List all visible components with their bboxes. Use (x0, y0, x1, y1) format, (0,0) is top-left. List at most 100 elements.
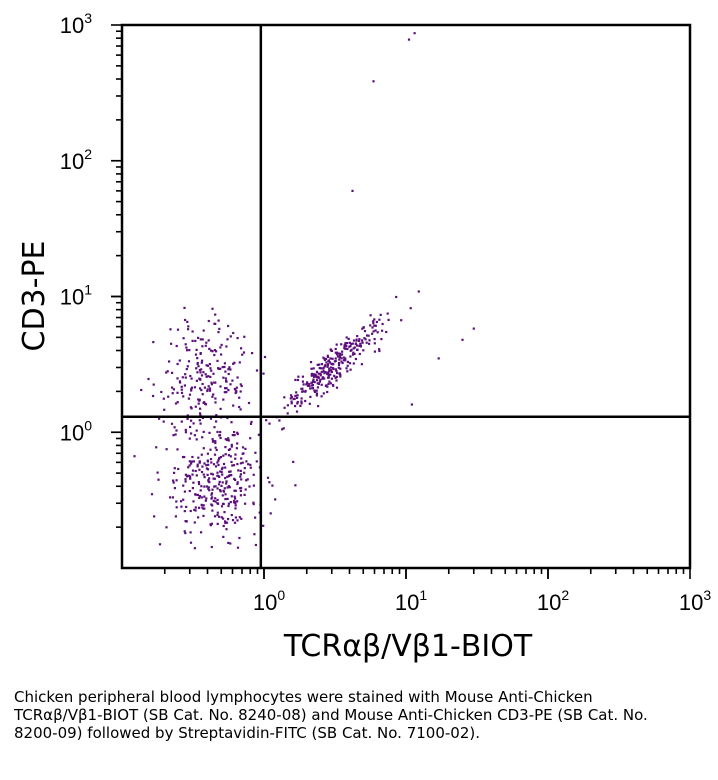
data-point (372, 320, 375, 323)
data-point (238, 516, 241, 519)
data-point (185, 346, 188, 349)
data-point (335, 351, 339, 354)
data-point (323, 365, 326, 368)
data-point (180, 420, 183, 423)
data-point (331, 357, 334, 360)
data-point (192, 422, 195, 425)
data-point (233, 477, 236, 480)
data-point (208, 389, 212, 392)
data-point (214, 313, 217, 316)
data-point (192, 460, 195, 463)
data-point (343, 346, 346, 349)
data-point (247, 463, 250, 466)
data-point (317, 382, 320, 385)
data-point (174, 515, 177, 518)
data-point (201, 393, 204, 396)
data-point (346, 360, 349, 363)
data-point (192, 481, 195, 484)
data-point (318, 363, 321, 366)
data-point (206, 389, 209, 393)
data-point (232, 404, 235, 407)
data-point (212, 393, 215, 396)
data-point (203, 476, 206, 479)
data-point (212, 440, 215, 443)
data-point (219, 490, 222, 493)
data-point (376, 331, 379, 334)
data-point (362, 349, 365, 352)
data-point (274, 498, 277, 501)
data-point (214, 401, 217, 404)
data-point (231, 379, 234, 382)
data-point (242, 351, 246, 354)
data-point (200, 503, 203, 506)
data-point (220, 484, 223, 487)
data-point (413, 32, 416, 35)
data-point (217, 459, 220, 462)
data-point (400, 319, 403, 322)
data-point (295, 410, 299, 413)
data-point (243, 493, 246, 496)
data-point (262, 372, 265, 375)
data-point (211, 509, 214, 512)
data-point (187, 466, 190, 469)
data-point (312, 367, 315, 370)
data-point (186, 365, 189, 368)
data-point (201, 465, 204, 468)
data-point (321, 377, 324, 380)
data-point (182, 337, 185, 340)
data-point (323, 372, 326, 375)
data-point (224, 370, 227, 373)
data-point (166, 370, 169, 373)
data-point (300, 402, 303, 405)
data-point (222, 524, 225, 528)
data-point (207, 319, 210, 323)
data-point (354, 357, 357, 361)
data-point (180, 391, 184, 394)
data-point (191, 473, 194, 476)
data-point (356, 348, 359, 351)
data-point (371, 332, 374, 335)
data-point (197, 336, 200, 339)
data-point (349, 355, 352, 358)
data-point (304, 399, 307, 403)
x-tick-label: 101 (395, 587, 427, 615)
data-point (189, 477, 192, 480)
data-point (373, 324, 376, 327)
data-point (176, 362, 179, 366)
data-point (223, 365, 226, 369)
data-point (201, 382, 204, 386)
data-point (221, 473, 224, 476)
data-point (211, 438, 214, 441)
data-point (332, 367, 335, 370)
data-point (222, 489, 225, 492)
data-point (302, 383, 305, 386)
data-point (184, 318, 187, 322)
data-point (239, 473, 242, 476)
data-point (198, 482, 201, 486)
data-point (344, 359, 347, 362)
data-point (255, 369, 259, 372)
data-point (374, 324, 377, 327)
data-point (223, 362, 226, 365)
data-point (343, 344, 346, 347)
data-point (326, 371, 329, 374)
data-point (313, 389, 316, 392)
data-point (152, 394, 155, 398)
data-point (196, 357, 199, 360)
data-point (229, 501, 232, 504)
data-point (335, 343, 338, 346)
data-point (240, 486, 243, 490)
data-point (254, 451, 257, 454)
data-point (334, 347, 337, 351)
data-point (218, 515, 221, 518)
data-point (201, 338, 204, 341)
data-point (191, 330, 194, 333)
data-point (296, 378, 300, 382)
data-point (240, 457, 243, 460)
data-point (165, 371, 168, 374)
data-point (295, 391, 298, 394)
data-point (176, 391, 179, 394)
data-point (224, 498, 227, 501)
data-point (217, 367, 220, 370)
data-point (176, 401, 179, 404)
